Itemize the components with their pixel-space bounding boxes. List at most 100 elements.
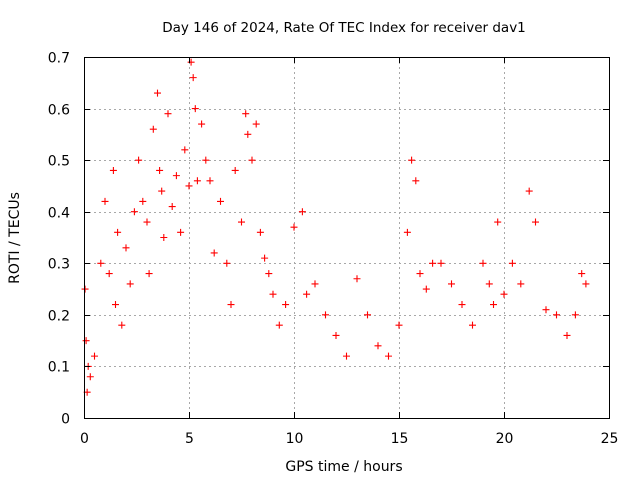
data-point (122, 244, 130, 252)
data-point (353, 275, 361, 283)
data-point (149, 125, 157, 133)
data-point (231, 166, 239, 174)
y-tick-label: 0.5 (48, 154, 70, 170)
data-point (242, 110, 250, 118)
data-point (290, 223, 298, 231)
data-point (298, 208, 306, 216)
data-point (422, 285, 430, 293)
data-point (479, 259, 487, 267)
y-tick-label: 0.1 (48, 360, 70, 376)
data-point (143, 218, 151, 226)
data-point (343, 352, 350, 360)
y-tick-label: 0.4 (48, 206, 70, 222)
x-tick-label: 20 (496, 431, 514, 447)
data-point (172, 172, 180, 180)
data-point (97, 259, 105, 267)
data-point (395, 321, 403, 329)
data-point (532, 218, 539, 226)
data-points (81, 58, 590, 396)
data-point (145, 270, 153, 278)
data-point (126, 280, 134, 288)
data-point (210, 249, 218, 257)
data-point (553, 311, 560, 319)
data-point (168, 203, 176, 211)
y-tick-label: 0.6 (48, 103, 70, 119)
data-point (86, 373, 94, 381)
data-point (227, 301, 235, 309)
data-point (458, 301, 466, 309)
data-point (494, 218, 502, 226)
data-point (164, 110, 172, 118)
data-point (374, 342, 382, 350)
data-point (578, 270, 586, 278)
y-tick-label: 0 (61, 412, 70, 428)
y-axis-label: ROTI / TECUs (7, 192, 23, 284)
data-point (160, 234, 168, 241)
data-point (385, 352, 392, 360)
x-tick-labels: 0 5 10 15 20 25 (80, 431, 618, 447)
data-point (525, 187, 533, 195)
data-point (135, 156, 143, 164)
data-point (114, 228, 122, 236)
data-point (177, 228, 185, 236)
data-point (189, 74, 197, 82)
x-tick-label: 15 (391, 431, 409, 447)
data-point (154, 89, 161, 97)
data-point (118, 321, 126, 329)
data-point (81, 285, 89, 293)
data-point (448, 280, 455, 288)
data-point (198, 120, 206, 128)
data-point (217, 197, 224, 205)
data-point (500, 290, 508, 298)
y-tick-label: 0.7 (48, 51, 70, 67)
data-point (490, 301, 497, 309)
data-point (130, 208, 138, 216)
x-tick-label: 0 (80, 431, 89, 447)
data-point (206, 177, 214, 185)
data-point (303, 290, 311, 298)
data-point (248, 156, 256, 164)
data-point (238, 218, 245, 226)
grid (84, 57, 609, 418)
data-point (364, 311, 371, 319)
data-point (193, 177, 201, 185)
data-point (91, 352, 98, 360)
data-point (101, 197, 109, 205)
data-point (223, 259, 231, 267)
data-point (244, 130, 252, 138)
data-point (256, 228, 264, 236)
data-point (412, 177, 420, 185)
data-point (158, 187, 166, 195)
data-point (112, 301, 119, 309)
data-point (582, 280, 590, 288)
data-point (185, 182, 193, 190)
data-point (408, 156, 416, 164)
data-point (252, 120, 260, 128)
x-tick-label: 5 (185, 431, 194, 447)
data-point (403, 228, 411, 236)
x-tick-label: 10 (286, 431, 304, 447)
data-point (139, 197, 147, 205)
data-point (332, 331, 340, 339)
chart-title: Day 146 of 2024, Rate Of TEC Index for r… (162, 20, 526, 36)
x-tick-label: 25 (601, 431, 619, 447)
data-point (156, 166, 164, 174)
data-point (508, 259, 516, 267)
data-point (261, 254, 269, 262)
data-point (429, 259, 437, 267)
data-point (275, 321, 283, 329)
data-point (82, 337, 90, 345)
data-point (563, 331, 571, 339)
data-point (311, 280, 319, 288)
data-point (322, 311, 329, 319)
data-point (265, 270, 273, 278)
data-point (517, 280, 525, 288)
data-point (571, 311, 579, 319)
y-tick-label: 0.2 (48, 309, 70, 325)
data-point (282, 301, 290, 309)
data-point (181, 146, 189, 154)
data-point (191, 105, 199, 113)
y-tick-labels: 0 0.1 0.2 0.3 0.4 0.5 0.6 0.7 (48, 51, 70, 428)
y-tick-label: 0.3 (48, 257, 70, 273)
